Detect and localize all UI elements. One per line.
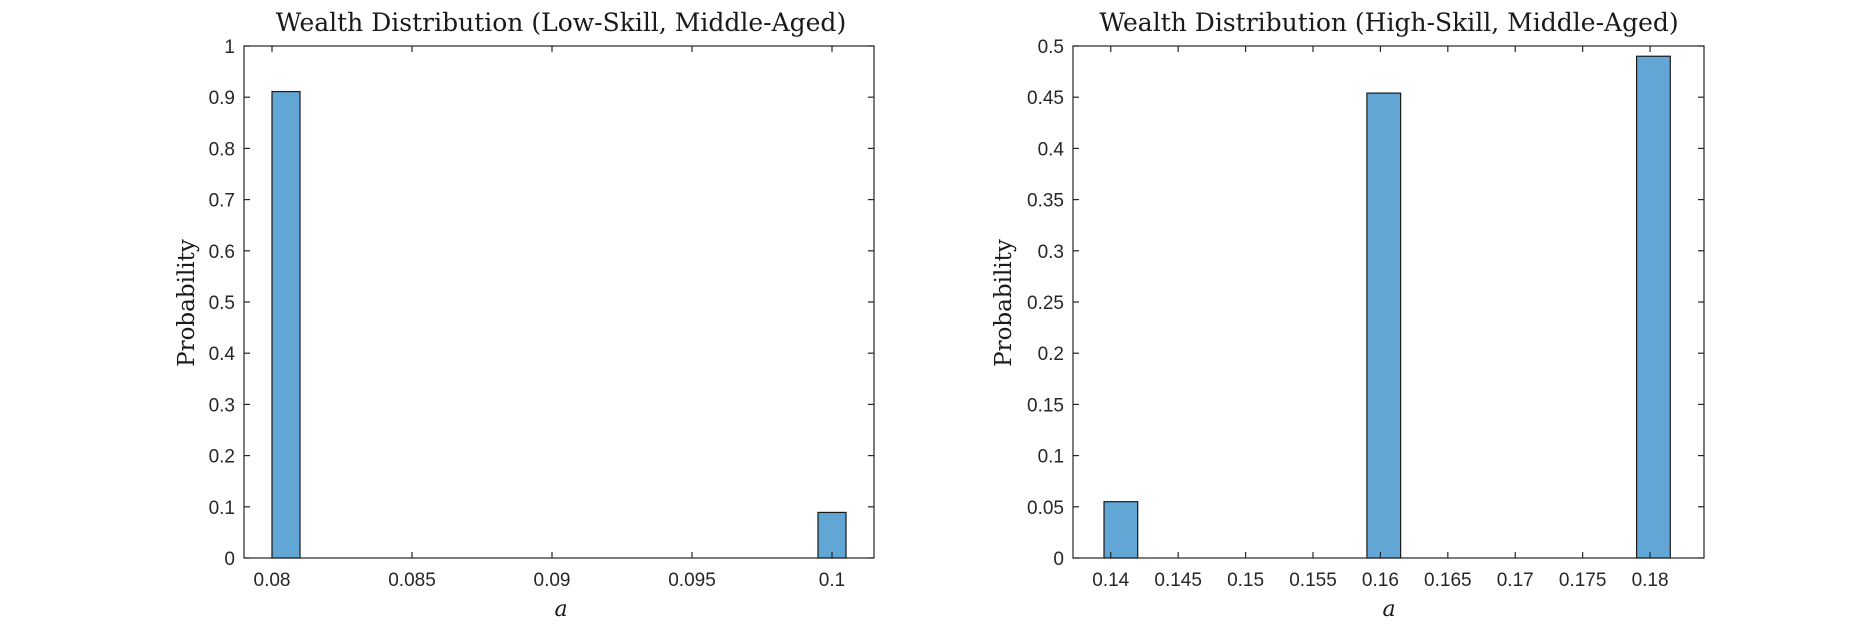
- right-y-tick-label-5: 0.25: [1027, 293, 1064, 314]
- right-x-tick-label-6: 0.17: [1497, 570, 1534, 591]
- right-x-tick-label-4: 0.16: [1362, 570, 1399, 591]
- left-y-tick-label-9: 0.9: [209, 88, 235, 109]
- left-y-tick-label-5: 0.5: [209, 293, 235, 314]
- right-x-axis-label: a: [1382, 597, 1395, 622]
- left-x-tick-label-3: 0.095: [668, 570, 716, 591]
- left-y-axis-label: Probability: [174, 239, 200, 367]
- right-x-tick-label-5: 0.165: [1424, 570, 1472, 591]
- right-chart-title: Wealth Distribution (High-Skill, Middle-…: [1099, 8, 1678, 37]
- right-y-axis-label: Probability: [991, 239, 1017, 367]
- right-x-tick-label-0: 0.14: [1092, 570, 1129, 591]
- left-y-tick-label-1: 0.1: [209, 498, 235, 519]
- right-histogram-bar-0: [1103, 501, 1139, 559]
- right-y-tick-label-10: 0.5: [1038, 37, 1064, 58]
- left-y-tick-label-8: 0.8: [209, 139, 235, 160]
- right-y-tick-label-0: 0: [1053, 549, 1064, 570]
- right-x-tick-label-7: 0.175: [1559, 570, 1607, 591]
- left-histogram-panel: Wealth Distribution (Low-Skill, Middle-A…: [174, 8, 875, 622]
- left-x-tick-label-1: 0.085: [388, 570, 436, 591]
- right-histogram-bar-1: [1366, 92, 1402, 559]
- right-histogram-bar-2: [1635, 55, 1671, 559]
- left-histogram-bar-1: [817, 511, 847, 559]
- right-x-tick-label-2: 0.15: [1227, 570, 1264, 591]
- right-x-tick-label-1: 0.145: [1154, 570, 1202, 591]
- left-y-tick-label-3: 0.3: [209, 395, 235, 416]
- left-y-tick-label-7: 0.7: [209, 191, 235, 212]
- left-y-tick-label-2: 0.2: [209, 447, 235, 468]
- left-y-tick-label-4: 0.4: [209, 344, 236, 365]
- right-y-tick-label-6: 0.3: [1038, 242, 1064, 263]
- left-y-tick-label-10: 1: [224, 37, 235, 58]
- right-histogram-panel: Wealth Distribution (High-Skill, Middle-…: [991, 8, 1705, 622]
- right-y-tick-label-8: 0.4: [1038, 139, 1065, 160]
- right-y-tick-label-3: 0.15: [1027, 395, 1064, 416]
- left-chart-title: Wealth Distribution (Low-Skill, Middle-A…: [276, 8, 846, 37]
- left-y-tick-label-0: 0: [224, 549, 235, 570]
- left-y-tick-label-6: 0.6: [209, 242, 235, 263]
- left-x-tick-label-2: 0.09: [534, 570, 571, 591]
- left-x-tick-label-4: 0.1: [819, 570, 845, 591]
- right-y-tick-label-4: 0.2: [1038, 344, 1064, 365]
- left-histogram-bar-0: [271, 90, 301, 559]
- left-x-tick-label-0: 0.08: [254, 570, 291, 591]
- right-y-tick-label-7: 0.35: [1027, 191, 1064, 212]
- right-x-tick-label-3: 0.155: [1289, 570, 1337, 591]
- right-y-tick-label-1: 0.05: [1027, 498, 1064, 519]
- right-y-tick-label-2: 0.1: [1038, 447, 1064, 468]
- right-y-tick-label-9: 0.45: [1027, 88, 1064, 109]
- left-x-axis-label: a: [554, 597, 567, 622]
- right-x-tick-label-8: 0.18: [1632, 570, 1669, 591]
- left-axes-frame: [243, 45, 875, 559]
